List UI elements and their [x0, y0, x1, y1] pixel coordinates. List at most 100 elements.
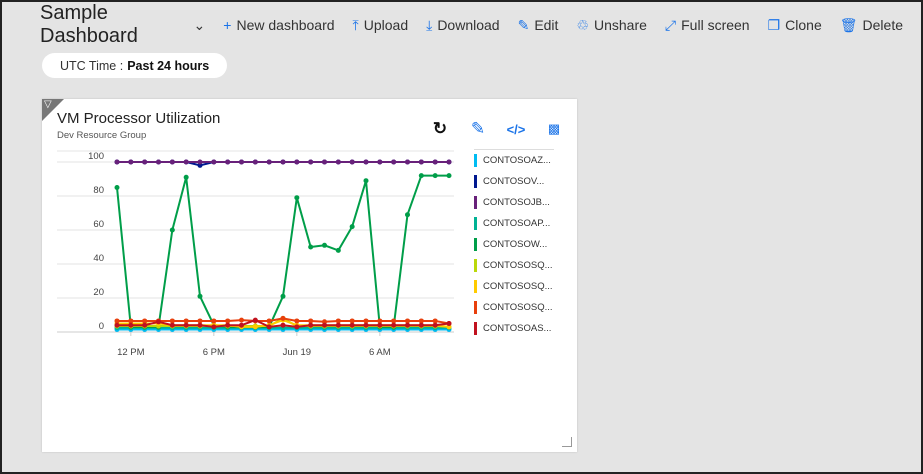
data-point	[335, 247, 341, 253]
data-point	[446, 173, 452, 179]
y-tick-label: 60	[93, 219, 104, 230]
legend-item[interactable]: CONTOSOW...	[474, 234, 554, 255]
data-point	[266, 318, 272, 324]
data-point	[432, 322, 438, 328]
download-button[interactable]: ⤓ Download	[426, 17, 499, 34]
legend-label: CONTOSOAS...	[483, 323, 552, 334]
data-point	[418, 173, 424, 179]
unshare-button[interactable]: ♲ Unshare	[576, 17, 646, 34]
download-icon: ⤓	[426, 16, 433, 33]
legend-item[interactable]: CONTOSOAP...	[474, 213, 554, 234]
legend-label: CONTOSOW...	[483, 239, 548, 250]
data-point	[391, 318, 397, 324]
action-label: Edit	[534, 17, 559, 33]
data-point	[252, 317, 258, 323]
clone-icon: ❐	[767, 16, 781, 33]
data-point	[391, 159, 397, 165]
data-point	[322, 242, 327, 248]
action-label: Full screen	[681, 17, 750, 33]
data-point	[405, 318, 410, 324]
legend-swatch	[474, 280, 477, 293]
action-label: Delete	[862, 17, 903, 33]
data-point	[169, 159, 175, 165]
legend-item[interactable]: CONTOSOSQ...	[474, 276, 554, 297]
legend-swatch	[474, 217, 477, 230]
action-label: Upload	[363, 17, 409, 33]
y-tick-label: 100	[88, 151, 104, 162]
legend-item[interactable]: CONTOSOSQ...	[474, 297, 554, 318]
action-label: Download	[437, 17, 500, 33]
data-point	[446, 159, 452, 165]
legend-swatch	[474, 259, 477, 272]
data-point	[280, 322, 286, 328]
full-screen-button[interactable]: ⤢ Full screen	[665, 17, 750, 34]
data-point	[349, 159, 355, 165]
data-point	[432, 318, 438, 324]
code-icon[interactable]: </>	[506, 121, 526, 137]
data-point	[391, 322, 397, 328]
new-dashboard-button[interactable]: + New dashboard	[223, 17, 334, 34]
data-point	[183, 174, 189, 180]
action-label: Unshare	[594, 17, 647, 33]
chart-legend: CONTOSOAZ... CONTOSOV... CONTOSOJB... CONTO…	[474, 149, 554, 339]
delete-icon: 🗑	[839, 16, 858, 33]
data-point	[156, 319, 161, 325]
legend-item[interactable]: CONTOSOAS...	[474, 318, 554, 339]
data-point	[239, 322, 244, 328]
legend-item[interactable]: CONTOSOAZ...	[474, 150, 554, 171]
pin-chart-icon[interactable]: ▩	[547, 121, 561, 136]
data-point	[183, 322, 189, 328]
data-point	[183, 318, 189, 324]
data-point	[405, 322, 410, 328]
edit-button[interactable]: ✎ Edit	[518, 17, 559, 34]
x-tick-label: 6 PM	[203, 347, 225, 358]
upload-button[interactable]: ⤒ Upload	[353, 17, 409, 34]
legend-label: CONTOSOV...	[483, 176, 545, 187]
data-point	[169, 227, 175, 233]
chevron-down-icon[interactable]: ⌄	[193, 16, 206, 33]
legend-swatch	[474, 238, 477, 251]
dashboard-title: Sample Dashboard	[40, 2, 138, 47]
data-point	[308, 159, 314, 165]
action-label: Clone	[785, 17, 822, 33]
data-point	[252, 324, 258, 330]
series-line	[116, 174, 449, 328]
data-point	[183, 159, 189, 165]
data-point	[294, 159, 300, 165]
tile-title: VM Processor Utilization	[57, 110, 221, 127]
data-point	[349, 224, 355, 230]
dashboard-header: Sample Dashboard ⌄ + New dashboard ⤒ Upload…	[40, 2, 921, 47]
y-tick-label: 40	[93, 253, 104, 264]
time-filter-value: Past 24 hours	[127, 58, 210, 73]
legend-item[interactable]: CONTOSOV...	[474, 171, 554, 192]
time-filter-button[interactable]: UTC Time : Past 24 hours	[42, 53, 228, 78]
data-point	[197, 322, 203, 328]
x-tick-label: 6 AM	[369, 347, 391, 358]
legend-label: CONTOSOAP...	[483, 218, 551, 229]
legend-label: CONTOSOSQ...	[483, 260, 553, 271]
legend-item[interactable]: CONTOSOSQ...	[474, 255, 554, 276]
refresh-icon[interactable]: ↻	[432, 119, 448, 138]
clone-button[interactable]: ❐ Clone	[768, 17, 822, 34]
y-tick-label: 0	[99, 321, 104, 332]
x-tick-label: Jun 19	[283, 347, 312, 358]
resize-handle[interactable]	[562, 437, 572, 447]
delete-button[interactable]: 🗑 Delete	[840, 17, 903, 34]
data-point	[128, 318, 134, 324]
data-point	[211, 318, 217, 324]
legend-item[interactable]: CONTOSOJB...	[474, 192, 554, 213]
legend-label: CONTOSOJB...	[483, 197, 550, 208]
plus-icon: +	[223, 17, 232, 33]
data-point	[377, 318, 383, 324]
data-point	[322, 322, 327, 328]
data-point	[405, 159, 410, 165]
data-point	[266, 324, 272, 330]
data-point	[280, 293, 286, 299]
chart-tile[interactable]: ▽ VM Processor Utilization Dev Resource …	[42, 99, 577, 452]
data-point	[294, 195, 300, 201]
data-point	[432, 159, 438, 165]
edit-query-icon[interactable]: ✎	[470, 119, 486, 138]
data-point	[308, 322, 314, 328]
filter-icon: ▽	[44, 99, 52, 110]
data-point	[418, 159, 424, 165]
